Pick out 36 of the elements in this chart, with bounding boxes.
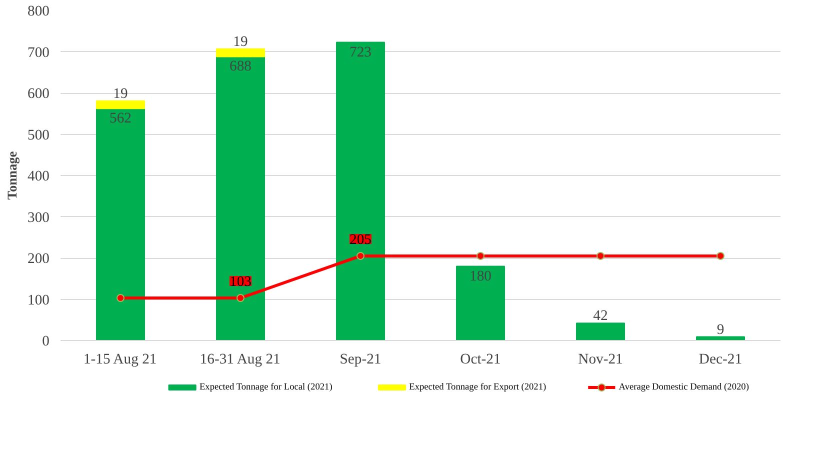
data-label: 180 — [470, 268, 492, 284]
bar — [216, 56, 265, 340]
y-tick-label: 300 — [28, 210, 50, 226]
legend-label: Average Domestic Demand (2020) — [618, 382, 749, 392]
bar — [216, 48, 265, 58]
data-label: 42 — [593, 308, 608, 324]
bar — [96, 100, 145, 110]
y-tick-label: 100 — [28, 292, 50, 308]
bar — [336, 42, 385, 340]
data-label: 562 — [110, 110, 132, 127]
y-tick-label: 0 — [42, 334, 50, 350]
bar — [96, 108, 145, 340]
x-tick-label: Oct-21 — [460, 352, 501, 368]
y-tick-label: 500 — [28, 127, 50, 144]
data-label: 688 — [230, 58, 252, 75]
x-tick-label: Sep-21 — [340, 352, 382, 368]
y-tick-label: 700 — [28, 44, 50, 61]
legend-label: Expected Tonnage for Export (2021) — [409, 382, 546, 392]
data-label: 103 — [230, 274, 252, 290]
data-label: 205 — [350, 232, 372, 248]
y-tick-label: 400 — [28, 168, 50, 184]
data-label: 19 — [113, 86, 128, 102]
bar — [576, 322, 625, 340]
x-tick-label: 1-15 Aug 21 — [83, 352, 157, 368]
legend-label: Expected Tonnage for Local (2021) — [199, 382, 332, 392]
y-tick-label: 600 — [28, 86, 50, 102]
x-tick-label: Dec-21 — [698, 352, 742, 368]
y-tick-label: 200 — [28, 251, 50, 267]
x-tick-label: 16-31 Aug 21 — [200, 352, 280, 368]
x-tick-label: Nov-21 — [578, 352, 623, 368]
y-tick-label: 800 — [28, 4, 50, 20]
data-label: 9 — [716, 322, 724, 338]
y-axis-title: Tonnage — [4, 151, 20, 200]
data-label: 723 — [350, 44, 372, 60]
bar — [456, 266, 505, 340]
data-label: 19 — [233, 34, 248, 50]
